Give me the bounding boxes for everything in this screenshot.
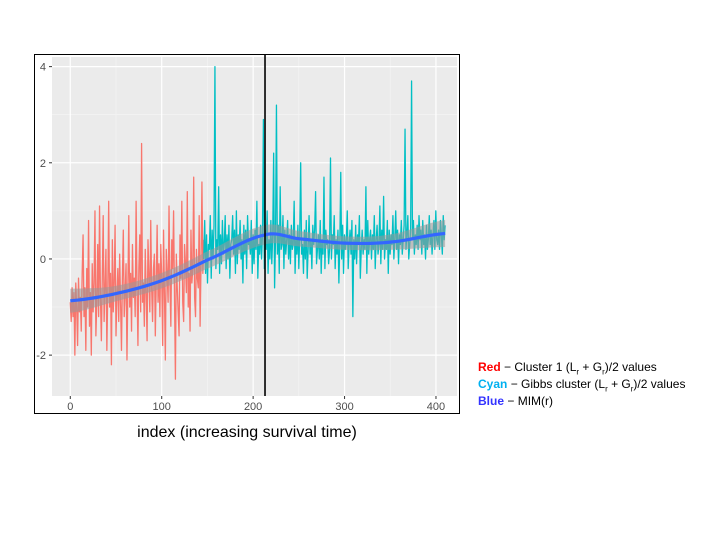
legend-key-cyan: Cyan [478,377,508,391]
legend-sub-cyan-2: r [630,384,634,394]
legend-sub-cyan-1: r [605,384,608,394]
legend-text-red-mid: + G [579,360,603,374]
legend: Red − Cluster 1 (Lr + Gr)/2 values Cyan … [478,360,685,411]
legend-text-cyan-end: )/2 values [633,377,686,391]
legend-item-cyan: Cyan − Gibbs cluster (Lr + Gr)/2 values [478,377,685,394]
legend-text-blue: − MIM(r) [507,394,554,408]
x-tick-label: 200 [244,401,262,413]
x-axis-label: index (increasing survival time) [137,424,357,441]
legend-item-red: Red − Cluster 1 (Lr + Gr)/2 values [478,360,685,377]
x-tick-label: 400 [427,401,445,413]
legend-text-cyan: − Gibbs cluster (L [510,377,606,391]
y-tick-label: 0 [40,254,46,266]
legend-text-red: − Cluster 1 (L [504,360,577,374]
line-chart: 0 100 200 300 400 -2 0 2 4 [36,54,457,413]
x-tick-label: 100 [153,401,171,413]
legend-item-blue: Blue − MIM(r) [478,394,685,411]
legend-sub-red-2: r [602,367,605,377]
x-tick-label: 0 [67,401,73,413]
legend-text-cyan-mid: + G [607,377,631,391]
x-tick-label: 300 [335,401,353,413]
plot-panel [52,57,457,396]
y-tick-label: 4 [40,62,46,74]
legend-sub-red-1: r [576,367,580,377]
legend-key-blue: Blue [478,394,505,408]
legend-key-red: Red [478,360,501,374]
series-line-cyan [203,65,446,318]
legend-text-red-end: )/2 values [604,360,657,374]
y-tick-label: -2 [36,350,46,362]
y-tick-label: 2 [40,158,46,170]
